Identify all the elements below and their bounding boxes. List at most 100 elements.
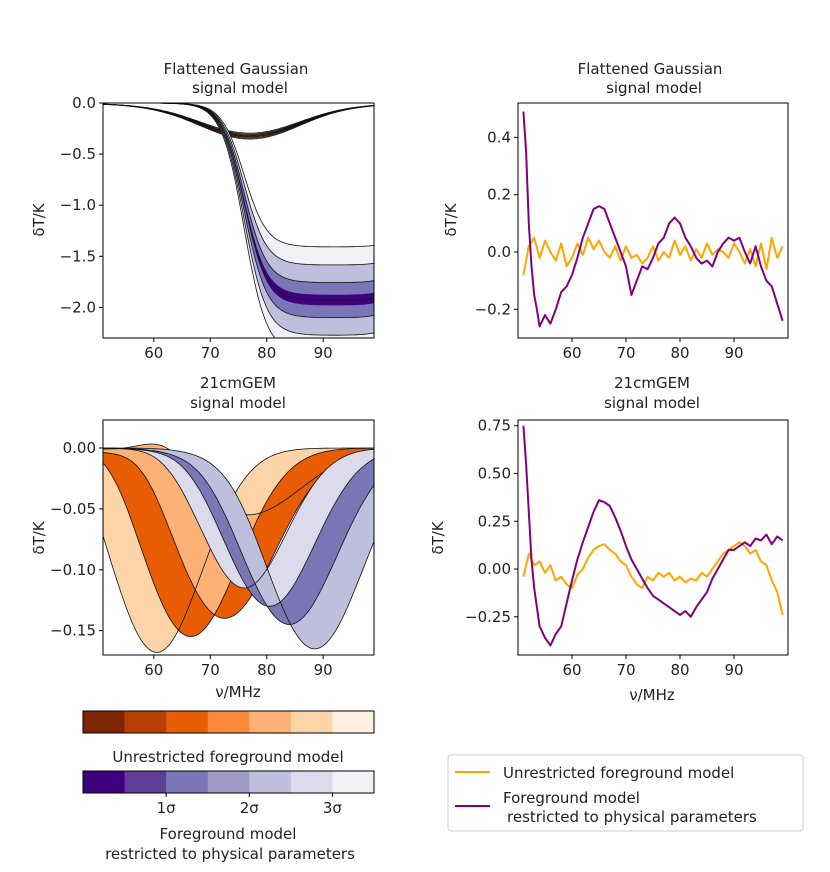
bl-ytick-label: −0.10	[50, 561, 96, 579]
colorbar-restricted	[82, 770, 375, 794]
tl-orange-sample-line-1	[103, 103, 374, 135]
br-xtick-label: 60	[562, 661, 581, 679]
tl-orange-sample-line-3	[103, 103, 374, 137]
tr-title-line2: signal model	[606, 79, 702, 97]
bl-xtick-label: 60	[144, 661, 163, 679]
tr-panel: 60 70 80 90 0.4 0.2 0.0 −0.2	[475, 102, 789, 362]
bl-xlabel: ν/MHz	[215, 683, 261, 701]
colorbar-restricted-swatch-1	[124, 771, 167, 793]
tl-xtick-label: 70	[201, 344, 220, 362]
br-ylabel: δT/K	[429, 520, 447, 554]
tr-line-restricted	[522, 111, 784, 328]
colorbar-unrestricted-label: Unrestricted foreground model	[112, 748, 343, 766]
br-ytick-label: 0.50	[478, 464, 511, 482]
tl-axes-frame	[102, 102, 375, 339]
colorbar-tick-label: 3σ	[323, 799, 343, 817]
tr-xtick-label: 60	[562, 344, 581, 362]
bl-ytick-label: 0.00	[63, 439, 96, 457]
bl-purple-sample-line-0	[103, 447, 374, 589]
tl-ytick-label: 0.0	[72, 94, 96, 112]
tl-panel: 60 70 80 90 0.0 −0.5 −1.0 −1.5 −2.0	[60, 94, 375, 362]
legend-label-unrestricted: Unrestricted foreground model	[503, 764, 734, 782]
bl-ytick-label: −0.15	[50, 622, 96, 640]
tr-ylabel: δT/K	[442, 202, 460, 236]
colorbar-restricted-swatch-2	[166, 771, 209, 793]
bl-purple-sample-line-1	[103, 447, 374, 607]
br-ytick-label: −0.25	[465, 608, 511, 626]
br-ytick-label: 0.75	[478, 417, 511, 435]
colorbar-restricted-swatch-5	[290, 771, 333, 793]
tr-xtick-label: 80	[670, 344, 689, 362]
bl-purple-sample-line-3	[103, 447, 374, 650]
br-xlabel: ν/MHz	[629, 686, 675, 704]
colorbar-unrestricted	[82, 710, 375, 734]
colorbar-unrestricted-swatch-5	[290, 711, 333, 733]
colorbar-restricted-label-line2: restricted to physical parameters	[105, 845, 355, 863]
colorbar-unrestricted-swatch-6	[332, 711, 375, 733]
br-plot-area	[522, 425, 784, 647]
tl-purple-sample-line-4	[103, 103, 374, 318]
tr-xtick-label: 90	[724, 344, 743, 362]
tr-ytick-label: 0.0	[487, 243, 511, 261]
bl-purple-sample-line-2	[103, 447, 374, 625]
tl-ytick-label: −1.5	[60, 247, 96, 265]
colorbar-restricted-swatch-4	[249, 771, 292, 793]
tl-ytick-label: −0.5	[60, 145, 96, 163]
tl-plot-area	[103, 103, 374, 338]
tr-line-unrestricted	[522, 236, 784, 276]
colorbar-unrestricted-swatch-0	[83, 711, 126, 733]
tl-ytick-label: −2.0	[60, 298, 96, 316]
br-ytick-label: 0.25	[478, 512, 511, 530]
colorbar-unrestricted-swatch-4	[249, 711, 292, 733]
br-xtick-label: 70	[616, 661, 635, 679]
tl-ytick-label: −1.0	[60, 196, 96, 214]
tr-ytick-label: 0.2	[487, 186, 511, 204]
tl-title-line1: Flattened Gaussian	[164, 60, 309, 78]
bl-xtick-label: 90	[314, 661, 333, 679]
legend: Unrestricted foreground model Foreground…	[447, 754, 804, 832]
br-line-restricted	[522, 425, 784, 647]
tl-xtick-label: 60	[144, 344, 163, 362]
legend-label-restricted-line2: restricted to physical parameters	[507, 808, 757, 826]
bl-orange-sample-line-0	[103, 447, 374, 653]
bl-axes-frame	[102, 419, 375, 656]
br-ytick-label: 0.00	[478, 560, 511, 578]
tl-orange-sample-line-2	[103, 103, 374, 136]
tl-title-line2: signal model	[192, 79, 288, 97]
tl-xtick-label: 90	[314, 344, 333, 362]
bl-panel: 60 70 80 90 0.00 −0.05 −0.10 −0.15	[50, 419, 375, 679]
colorbar-unrestricted-swatch-2	[166, 711, 209, 733]
colorbar-restricted-swatch-0	[83, 771, 126, 793]
bl-ytick-label: −0.05	[50, 500, 96, 518]
tl-purple-sample-line-1	[103, 103, 374, 266]
br-line-unrestricted	[522, 541, 784, 616]
br-axes-frame	[517, 419, 789, 656]
colorbar-unrestricted-frame	[82, 710, 375, 734]
br-panel: 60 70 80 90 0.75 0.50 0.25 0.00 −0.25	[465, 417, 789, 679]
colorbar-tick-label: 1σ	[157, 799, 177, 817]
bl-xtick-label: 70	[201, 661, 220, 679]
tl-purple-sample-line-0	[103, 103, 374, 248]
tl-purple-sample-line-5	[103, 103, 374, 336]
tl-purple-sample-line-2	[103, 103, 374, 283]
tl-ylabel: δT/K	[30, 202, 48, 236]
colorbar-unrestricted-swatch-3	[207, 711, 250, 733]
bl-purple-band-1sigma	[103, 448, 374, 625]
bl-orange-band-1sigma	[103, 448, 374, 637]
tl-orange-sample-line-6	[103, 103, 374, 140]
br-xtick-label: 90	[724, 661, 743, 679]
tl-purple-band-2sigma	[103, 103, 374, 336]
tr-ytick-label: −0.2	[475, 300, 511, 318]
colorbar-tick-label: 2σ	[240, 799, 260, 817]
colorbar-restricted-label-line1: Foreground model	[160, 825, 297, 843]
bl-plot-area	[103, 443, 374, 653]
tl-xtick-label: 80	[257, 344, 276, 362]
colorbar-restricted-swatch-6	[332, 771, 375, 793]
bl-title-line1: 21cmGEM	[200, 374, 276, 392]
legend-frame	[447, 754, 804, 832]
tl-purple-sample-line-3	[103, 103, 374, 301]
br-xtick-label: 80	[670, 661, 689, 679]
tr-title-line1: Flattened Gaussian	[578, 60, 723, 78]
tr-xtick-label: 70	[616, 344, 635, 362]
